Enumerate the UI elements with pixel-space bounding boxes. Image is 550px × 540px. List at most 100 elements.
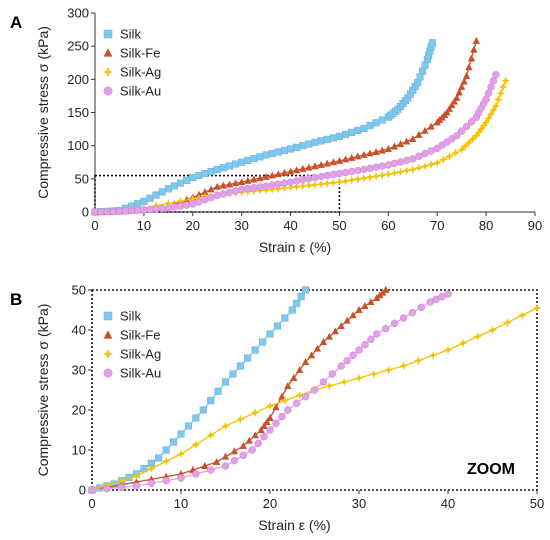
circle-marker xyxy=(492,70,500,79)
circle-marker xyxy=(162,476,170,485)
triangle-marker xyxy=(307,351,316,359)
y-tick-label: 10 xyxy=(72,443,86,458)
x-tick-label: 10 xyxy=(137,218,151,233)
square-marker xyxy=(238,158,246,166)
triangle-marker xyxy=(260,422,268,429)
y-tick-label: 150 xyxy=(67,105,89,120)
x-tick-label: 50 xyxy=(530,496,544,511)
square-marker xyxy=(103,29,113,39)
y-tick-label: 200 xyxy=(67,72,89,87)
star-marker xyxy=(316,179,326,189)
circle-marker xyxy=(427,147,435,155)
star-marker xyxy=(408,165,418,174)
chart-panel-a: A 0 10 20 30 40 50 60 70 80 90 0 50 100 150 200 250 300 St… xyxy=(10,6,542,256)
star-marker xyxy=(286,183,295,192)
square-marker xyxy=(348,128,356,136)
circle-marker xyxy=(367,335,375,344)
star-marker xyxy=(161,457,171,466)
star-marker xyxy=(414,163,424,173)
triangle-marker xyxy=(245,436,253,444)
circle-marker xyxy=(268,181,276,189)
y-tick-label: 50 xyxy=(72,283,86,298)
triangle-marker xyxy=(335,156,344,164)
square-marker xyxy=(155,454,163,462)
star-marker xyxy=(369,369,379,379)
legend-item: Silk-Ag xyxy=(102,347,161,362)
x-tick-label: 0 xyxy=(88,496,95,511)
triangle-marker xyxy=(462,72,471,79)
square-marker xyxy=(256,153,264,161)
triangle-marker xyxy=(319,338,328,345)
circle-marker xyxy=(158,204,166,213)
circle-marker xyxy=(103,484,111,493)
square-marker xyxy=(360,124,368,132)
triangle-marker xyxy=(263,418,271,425)
square-marker xyxy=(236,362,244,370)
star-marker xyxy=(439,155,448,164)
circle-marker xyxy=(147,479,156,488)
star-marker xyxy=(295,391,304,400)
circle-marker xyxy=(278,412,286,421)
triangle-marker xyxy=(221,452,230,460)
circle-marker xyxy=(361,340,369,349)
circle-marker xyxy=(256,183,264,191)
star-marker xyxy=(353,174,363,184)
series-silk-au xyxy=(91,70,500,216)
star-marker xyxy=(377,170,387,180)
circle-marker xyxy=(337,362,345,370)
star-marker xyxy=(194,193,204,203)
legend-label: Silk-Fe xyxy=(120,46,160,61)
triangle-marker xyxy=(403,137,411,145)
circle-marker xyxy=(225,188,234,197)
triangle-marker xyxy=(354,152,362,160)
circle-marker xyxy=(444,290,452,298)
square-marker xyxy=(287,145,295,153)
star-marker xyxy=(384,169,393,179)
star-marker xyxy=(473,332,482,341)
triangle-marker xyxy=(325,332,333,340)
circle-marker xyxy=(164,204,173,212)
star-marker xyxy=(468,134,477,144)
circle-marker xyxy=(335,169,344,178)
triangle-marker xyxy=(465,63,473,71)
triangle-marker xyxy=(301,358,310,365)
triangle-marker xyxy=(348,153,356,161)
star-marker xyxy=(428,351,438,360)
square-marker xyxy=(162,446,170,454)
square-marker xyxy=(268,149,276,158)
circle-marker xyxy=(132,482,141,490)
star-marker xyxy=(420,161,430,171)
star-marker xyxy=(102,348,114,360)
square-marker xyxy=(378,116,386,124)
square-marker xyxy=(164,185,172,193)
circle-marker xyxy=(323,171,331,180)
star-marker xyxy=(371,171,381,181)
triangle-marker xyxy=(445,104,454,112)
square-marker xyxy=(280,146,288,155)
triangle-marker xyxy=(266,414,274,421)
star-marker xyxy=(292,182,301,192)
square-marker xyxy=(170,182,178,190)
star-marker xyxy=(474,128,484,137)
star-marker xyxy=(236,415,245,424)
square-marker xyxy=(335,132,343,140)
star-marker xyxy=(339,377,349,387)
square-marker xyxy=(219,164,227,172)
circle-marker xyxy=(311,173,319,182)
square-marker xyxy=(229,370,237,378)
star-marker xyxy=(457,145,466,154)
x-tick-label: 40 xyxy=(283,218,297,233)
triangle-marker xyxy=(239,442,247,449)
square-marker xyxy=(329,134,337,142)
circle-marker xyxy=(381,324,390,333)
triangle-marker xyxy=(421,126,429,134)
square-marker xyxy=(244,354,252,362)
star-marker xyxy=(304,181,314,190)
star-marker xyxy=(265,401,275,411)
legend-label: Silk xyxy=(120,27,141,42)
star-marker xyxy=(461,141,470,151)
circle-marker xyxy=(230,456,239,465)
triangle-marker xyxy=(293,166,301,174)
square-marker xyxy=(244,156,252,164)
triangle-marker xyxy=(262,172,270,180)
